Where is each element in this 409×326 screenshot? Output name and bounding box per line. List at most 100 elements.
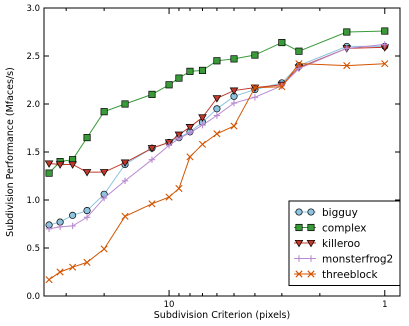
data-point [165, 193, 173, 201]
data-point [165, 81, 173, 89]
data-point [82, 169, 92, 177]
data-point [295, 65, 303, 72]
data-point [251, 84, 259, 92]
data-point [121, 100, 129, 108]
legend-marker [295, 255, 303, 262]
data-point [83, 214, 91, 221]
data-point [230, 99, 238, 107]
data-point [186, 129, 194, 136]
legend-item-complex: complex [294, 223, 367, 235]
legend-marker [307, 255, 315, 262]
data-point [230, 122, 238, 130]
data-point [186, 153, 194, 161]
data-point [175, 74, 183, 82]
data-point [165, 142, 173, 149]
y-tick-label: 1.0 [26, 196, 40, 206]
data-point [198, 114, 207, 122]
data-point [278, 39, 286, 47]
data-point [213, 57, 221, 65]
series-threeblock [45, 60, 389, 284]
data-point [343, 28, 351, 36]
data-point [174, 131, 184, 140]
legend-label: bigguy [322, 207, 358, 219]
legend-marker [307, 270, 315, 278]
data-point [100, 108, 108, 116]
legend-marker [307, 223, 315, 232]
data-point [343, 62, 351, 70]
data-point [147, 145, 157, 153]
data-point [381, 60, 389, 68]
data-point [175, 184, 183, 193]
data-point [83, 134, 91, 142]
data-point [69, 211, 77, 219]
data-point [381, 27, 389, 35]
data-point [68, 161, 77, 169]
legend-marker [294, 239, 304, 248]
legend-item-killeroo: killeroo [294, 238, 360, 250]
data-point [99, 169, 109, 177]
x-axis-ticks: 10 1 [65, 8, 387, 310]
y-tick-label: 3.0 [26, 4, 40, 14]
data-point [198, 140, 207, 148]
data-point [278, 82, 286, 89]
data-point [121, 212, 129, 220]
y-tick-label: 0.0 [26, 292, 40, 302]
data-point [229, 87, 239, 95]
series-line [48, 63, 385, 281]
data-point [198, 66, 207, 74]
data-point [121, 177, 129, 184]
series-killeroo [44, 44, 390, 177]
x-tick-label: 1 [382, 300, 387, 310]
data-point [69, 263, 77, 271]
legend-marker [307, 208, 315, 216]
data-point [212, 95, 222, 103]
data-point [213, 112, 221, 119]
legend: bigguy complex killeroo monsterfrog2 threebl… [288, 200, 401, 286]
data-point [295, 47, 303, 55]
x-axis-label: Subdivision Criterion (pixels) [154, 310, 290, 321]
data-point [175, 135, 183, 142]
y-tick-label: 2.5 [26, 52, 40, 62]
data-point [343, 45, 350, 52]
data-point [83, 207, 91, 215]
data-point [295, 60, 303, 68]
y-axis-ticks: 0.0 0.5 1.0 1.5 2.0 2.5 3.0 [26, 4, 400, 302]
data-point [100, 245, 108, 253]
legend-item-bigguy: bigguy [294, 207, 358, 219]
data-point [44, 160, 54, 168]
data-point [213, 130, 221, 138]
y-tick-label: 1.5 [26, 148, 40, 158]
data-point [148, 90, 156, 98]
data-point [45, 169, 53, 177]
legend-item-threeblock: threeblock [294, 269, 379, 281]
data-point [381, 41, 388, 48]
legend-marker [295, 270, 303, 278]
data-point [45, 276, 53, 284]
legend-marker [295, 208, 303, 216]
data-point [120, 159, 130, 167]
data-point [148, 156, 156, 163]
data-point [251, 51, 259, 59]
data-point [148, 200, 156, 208]
y-axis-label: Subdivision Performance (Mfaces/s) [5, 67, 16, 237]
data-point [278, 83, 286, 91]
data-point [69, 222, 76, 230]
data-point [251, 94, 259, 101]
legend-marker [306, 239, 316, 248]
y-tick-label: 2.0 [26, 100, 40, 110]
data-point [45, 225, 53, 232]
series-layer [44, 27, 390, 284]
legend-label: monsterfrog2 [322, 254, 393, 266]
legend-marker [295, 223, 303, 232]
data-point [56, 268, 64, 276]
data-point [213, 105, 221, 113]
y-tick-label: 0.5 [26, 244, 40, 254]
legend-label: complex [322, 223, 367, 235]
data-point [56, 223, 64, 231]
data-point [100, 194, 108, 202]
legend-label: killeroo [322, 238, 360, 250]
data-point [186, 67, 194, 75]
data-point [83, 258, 91, 266]
x-tick-label: 10 [164, 300, 175, 310]
